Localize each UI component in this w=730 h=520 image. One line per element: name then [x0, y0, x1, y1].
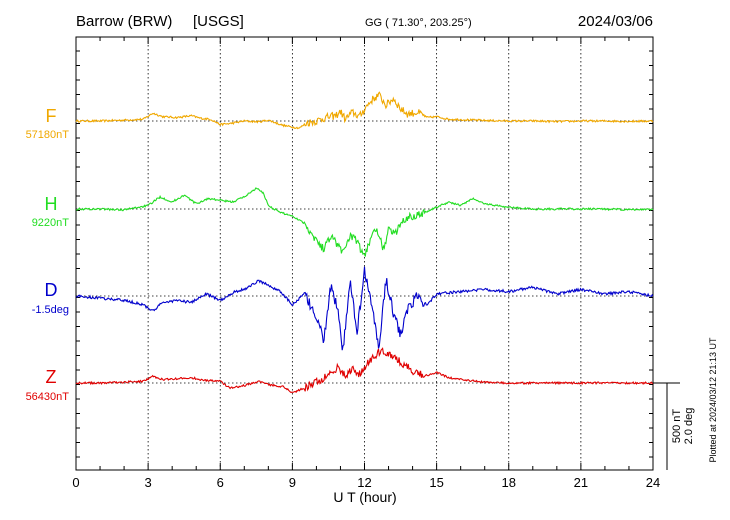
x-tick-label: 9 [289, 475, 296, 490]
plot-date: 2024/03/06 [578, 13, 653, 30]
channel-label-f: F [46, 106, 57, 126]
data-source: [USGS] [193, 13, 244, 30]
vertical-grid [147, 37, 582, 470]
channel-labels: F 57180nT H 9220nT D -1.5deg Z 56430nT [26, 106, 70, 403]
x-tick-label: 0 [72, 475, 79, 490]
channel-label-h: H [45, 194, 58, 214]
baseline-label-d: -1.5deg [32, 304, 69, 316]
baseline-label-f: 57180nT [26, 129, 70, 141]
x-tick-label: 6 [217, 475, 224, 490]
baseline-label-h: 9220nT [32, 217, 70, 229]
series-line-h [75, 187, 654, 257]
series-line-d [75, 266, 654, 351]
x-axis-tick-labels: 0 3 6 9 12 15 18 21 24 [72, 475, 660, 490]
scale-label-nt: 500 nT [671, 409, 683, 444]
x-tick-label: 21 [574, 475, 588, 490]
channel-label-z: Z [46, 367, 57, 387]
baseline-label-z: 56430nT [26, 391, 70, 403]
station-coords: GG ( 71.30°, 203.25°) [365, 17, 472, 29]
x-tick-label: 24 [646, 475, 660, 490]
minor-ticks [76, 37, 653, 470]
x-tick-label: 18 [502, 475, 516, 490]
x-tick-label: 3 [145, 475, 152, 490]
series-lines [75, 91, 654, 394]
channel-label-d: D [45, 280, 58, 300]
series-line-f [75, 91, 654, 130]
x-tick-label: 15 [429, 475, 443, 490]
x-tick-label: 12 [357, 475, 371, 490]
x-axis-ticks [75, 37, 654, 470]
scale-label-deg: 2.0 deg [683, 408, 695, 445]
x-axis-label: U T (hour) [333, 489, 396, 505]
plotted-timestamp: Plotted at 2024/03/12 21:13 UT [708, 337, 718, 463]
channel-baselines [76, 120, 653, 384]
station-title: Barrow (BRW) [76, 13, 172, 30]
series-line-z [75, 347, 654, 394]
